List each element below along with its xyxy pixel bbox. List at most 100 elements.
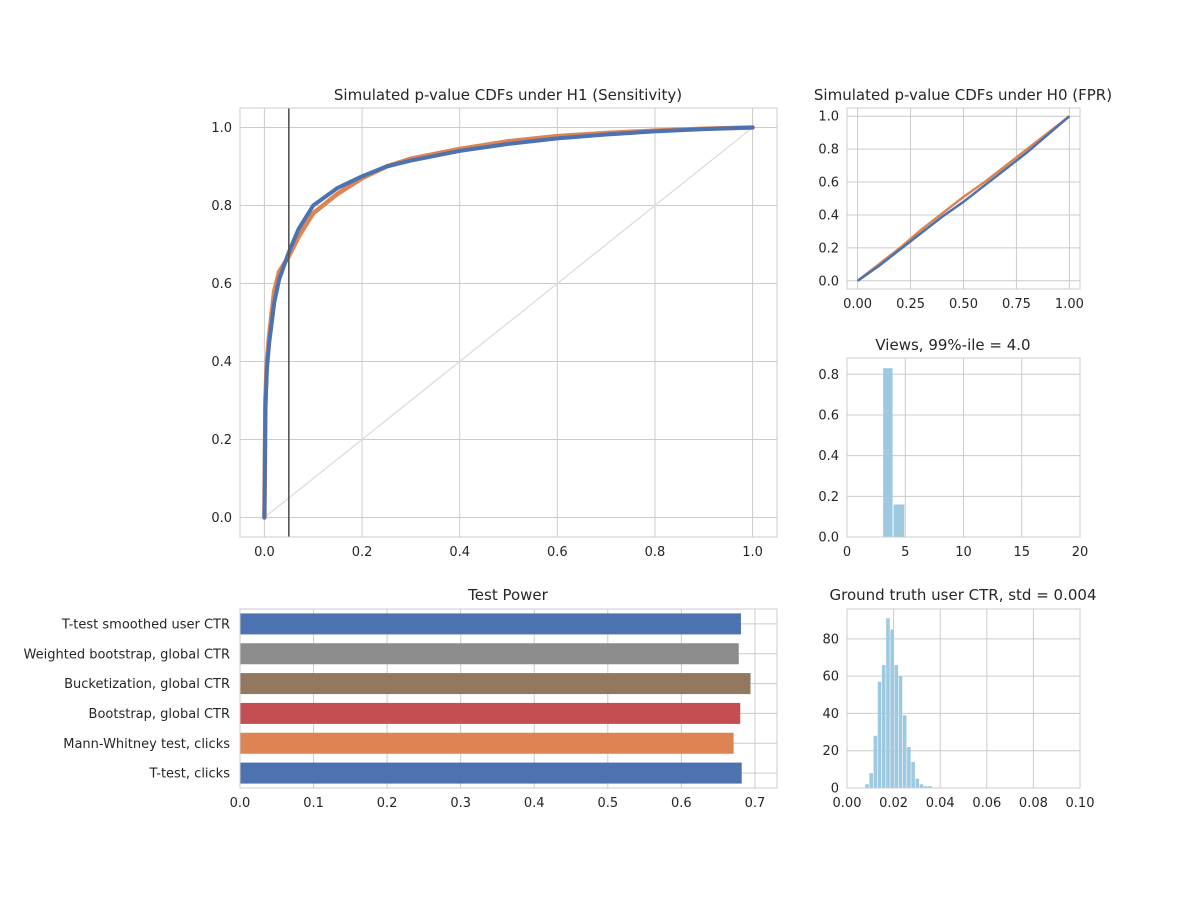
ctr-hist-bar [869, 773, 873, 788]
ctr-hist-bar [911, 761, 915, 788]
ctr-ytick-label: 0 [831, 782, 839, 797]
views-bars [883, 368, 905, 537]
h1-ytick-label: 0.6 [211, 277, 232, 292]
power-xtick-label: 0.3 [450, 796, 471, 811]
ctr-hist-bar [898, 676, 903, 788]
ctr-tick-labels: 0.00 0.02 0.04 0.06 0.08 0.10 0 20 40 60 80 [822, 632, 1094, 811]
power-bar [240, 732, 734, 754]
h0-ytick-label: 0.2 [818, 241, 839, 256]
ctr-title: Ground truth user CTR, std = 0.004 [830, 586, 1097, 604]
power-title: Test Power [467, 586, 548, 604]
views-ytick-label: 0.2 [818, 490, 839, 505]
views-ytick-label: 0.0 [818, 531, 839, 546]
views-xtick-label: 20 [1072, 545, 1089, 560]
panel-ctr-hist: 0.00 0.02 0.04 0.06 0.08 0.10 0 20 40 60 80 Ground… [822, 586, 1096, 811]
h1-xtick-label: 0.2 [352, 545, 373, 560]
h0-title: Simulated p-value CDFs under H0 (FPR) [814, 86, 1112, 104]
h1-xtick-label: 0.6 [547, 545, 568, 560]
ctr-hist-bar [894, 664, 899, 788]
ctr-hist-bar [907, 746, 911, 788]
ctr-frame [846, 608, 1081, 789]
ctr-ytick-label: 60 [822, 670, 839, 685]
h1-xtick-label: 0.4 [449, 545, 470, 560]
power-bar [240, 673, 751, 695]
h1-ytick-label: 0.2 [211, 433, 232, 448]
power-xtick-label: 0.5 [597, 796, 618, 811]
power-category-label: Mann-Whitney test, clicks [63, 737, 230, 752]
ctr-xtick-label: 0.00 [833, 796, 862, 811]
ctr-hist-bar [881, 664, 886, 788]
ctr-xtick-label: 0.08 [1019, 796, 1048, 811]
ctr-hist-bar [890, 629, 894, 788]
power-bar [240, 762, 742, 784]
power-category-label: Bootstrap, global CTR [89, 707, 230, 722]
views-ytick-label: 0.4 [818, 449, 839, 464]
h0-series [856, 115, 1071, 282]
h0-ytick-label: 0.4 [818, 208, 839, 223]
ctr-xtick-label: 0.02 [879, 796, 908, 811]
power-xtick-label: 0.0 [230, 796, 251, 811]
h1-reference-diagonal [264, 126, 753, 519]
views-tick-labels: 0 5 10 15 20 0.0 0.2 0.4 0.6 0.8 [818, 368, 1088, 560]
panel-h1-cdf: 0.0 0.2 0.4 0.6 0.8 1.0 0.0 0.2 0.4 0.6 0.8 1.0 Sim… [211, 86, 778, 560]
power-frame [239, 608, 778, 789]
h1-grid [240, 108, 777, 537]
power-bar [240, 702, 741, 724]
h1-frame [239, 107, 778, 538]
panel-views-hist: 0 5 10 15 20 0.0 0.2 0.4 0.6 0.8 Views, 99%-ile =… [818, 336, 1088, 560]
h0-series-line-orange [856, 115, 1071, 282]
ctr-hist-bar [919, 784, 924, 788]
h1-title: Simulated p-value CDFs under H1 (Sensiti… [334, 86, 682, 104]
h1-xtick-label: 0.0 [254, 545, 275, 560]
panel-h0-cdf: 0.00 0.25 0.50 0.75 1.00 0.0 0.2 0.4 0.6 0.8 1.0 S… [814, 86, 1112, 312]
power-category-label: Bucketization, global CTR [64, 677, 230, 692]
ctr-ytick-label: 40 [822, 707, 839, 722]
h0-xtick-label: 0.75 [1002, 297, 1031, 312]
power-grid [239, 609, 777, 788]
h1-ytick-label: 0.4 [211, 355, 232, 370]
ctr-hist-bar [928, 786, 932, 788]
ctr-hist-bar [865, 784, 869, 788]
ctr-hist-bar [877, 681, 882, 788]
ctr-hist-bar [873, 735, 878, 788]
h0-ytick-label: 0.8 [818, 143, 839, 158]
h0-xtick-label: 1.00 [1055, 297, 1084, 312]
ctr-hist-bar [915, 778, 920, 788]
views-frame [846, 357, 1081, 538]
h1-xtick-label: 0.8 [645, 545, 666, 560]
ctr-xtick-label: 0.10 [1066, 796, 1095, 811]
views-xtick-label: 5 [901, 545, 909, 560]
ctr-hist-bar [886, 618, 890, 788]
h0-ytick-label: 0.6 [818, 176, 839, 191]
power-category-label: T-test smoothed user CTR [61, 617, 230, 632]
power-category-label: Weighted bootstrap, global CTR [24, 647, 230, 662]
ctr-xtick-label: 0.06 [972, 796, 1001, 811]
views-hist-bar [893, 504, 905, 537]
ctr-bars [865, 618, 932, 788]
power-bars [240, 613, 751, 784]
ctr-hist-bar [923, 786, 928, 788]
h0-series-line-blue [856, 115, 1071, 282]
h1-series [262, 125, 755, 520]
h1-ytick-label: 1.0 [211, 121, 232, 136]
views-title: Views, 99%-ile = 4.0 [875, 336, 1030, 354]
power-category-label: T-test, clicks [149, 767, 231, 782]
views-xtick-label: 15 [1013, 545, 1030, 560]
h0-frame [846, 107, 1081, 290]
ctr-hist-bar [902, 715, 907, 788]
h1-ytick-label: 0.8 [211, 199, 232, 214]
views-grid [846, 358, 1081, 538]
views-ytick-label: 0.8 [818, 368, 839, 383]
ctr-xtick-label: 0.04 [926, 796, 955, 811]
ctr-ytick-label: 80 [822, 632, 839, 647]
power-xtick-label: 0.2 [377, 796, 398, 811]
h1-tick-labels: 0.0 0.2 0.4 0.6 0.8 1.0 0.0 0.2 0.4 0.6 0.8 1.0 [211, 121, 763, 560]
h1-xtick-label: 1.0 [742, 545, 763, 560]
h0-ytick-label: 0.0 [818, 274, 839, 289]
views-xtick-label: 0 [843, 545, 851, 560]
views-xtick-label: 10 [955, 545, 972, 560]
ctr-ytick-label: 20 [822, 744, 839, 759]
power-tick-labels: 0.0 0.1 0.2 0.3 0.4 0.5 0.6 0.7 T-test smoothed … [24, 617, 766, 811]
power-xtick-label: 0.1 [303, 796, 324, 811]
